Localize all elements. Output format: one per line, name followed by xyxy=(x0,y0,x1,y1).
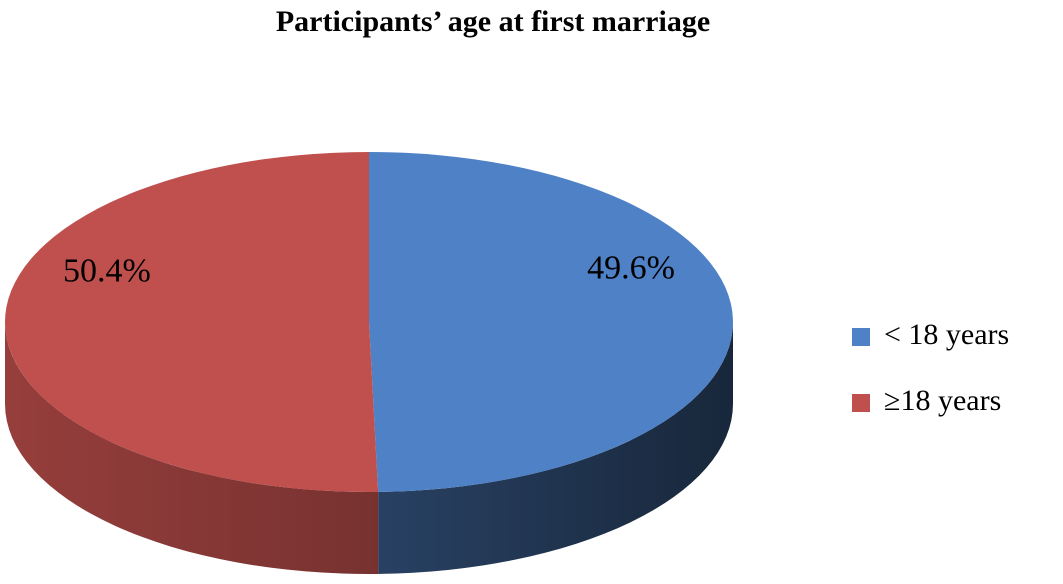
slice-side xyxy=(5,322,379,574)
slice xyxy=(369,152,734,492)
legend-swatch xyxy=(852,394,870,412)
slice-side xyxy=(378,322,733,574)
data-label: 50.4% xyxy=(63,252,151,289)
legend-label: < 18 years xyxy=(884,318,1009,351)
slice xyxy=(5,152,379,492)
chart-title: Participants’ age at first marriage xyxy=(276,5,710,38)
legend-label: ≥18 years xyxy=(884,384,1001,417)
legend-swatch xyxy=(852,328,870,346)
data-label: 49.6% xyxy=(587,249,675,286)
